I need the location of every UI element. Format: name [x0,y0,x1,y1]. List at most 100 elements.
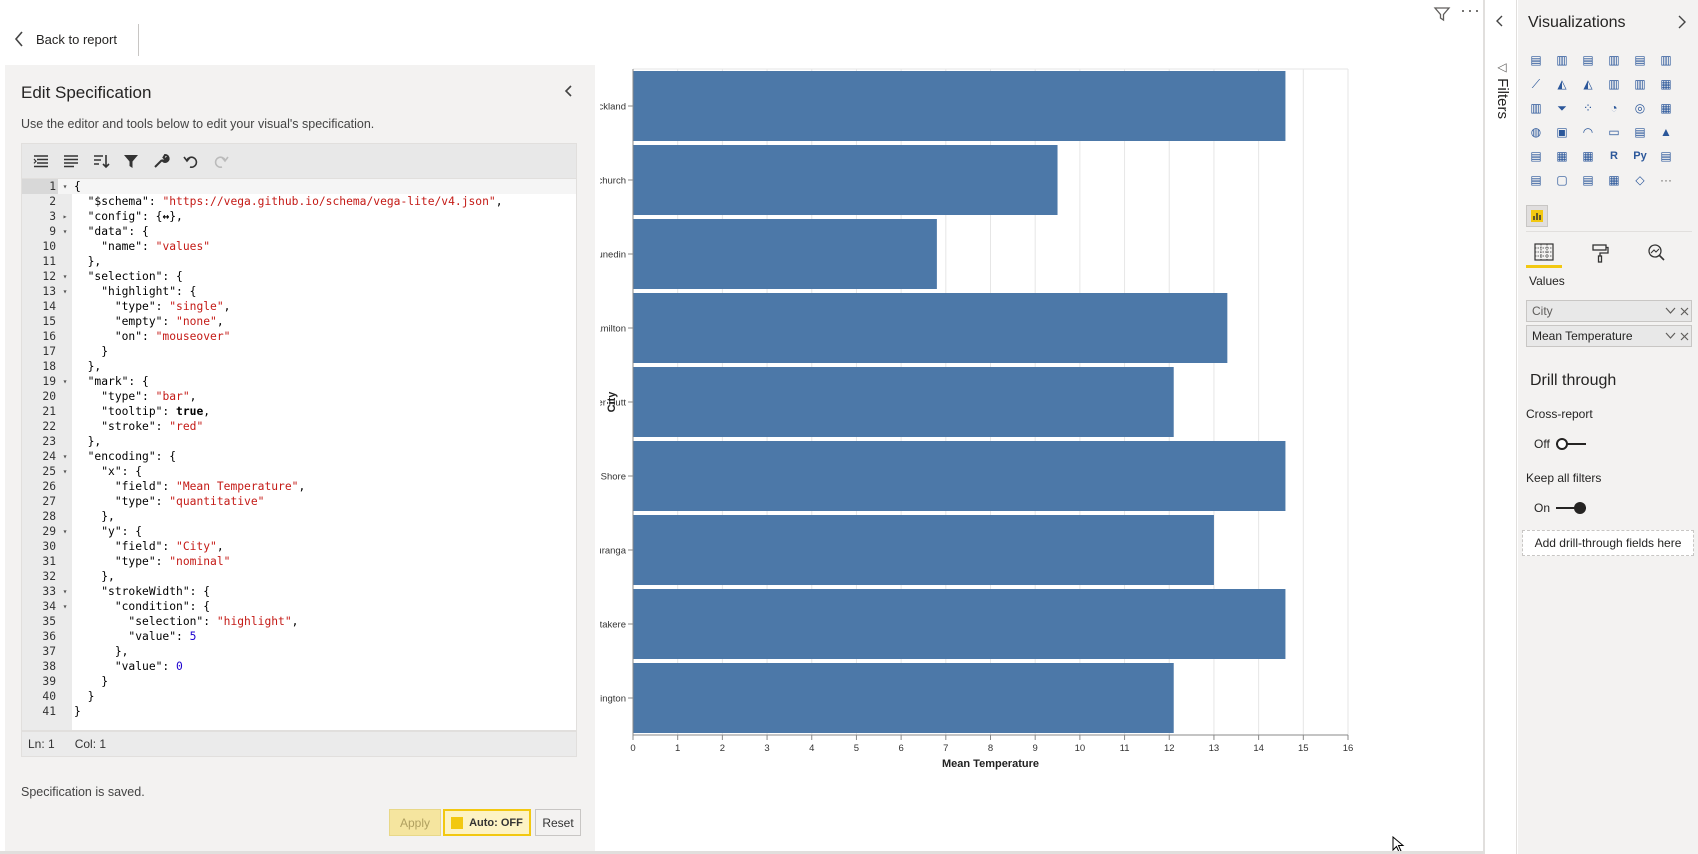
code-line[interactable]: 38 "value": 0 [22,659,576,674]
more-options-icon[interactable]: ··· [1460,0,1481,20]
multi-card-icon[interactable]: ▤ [1634,125,1646,139]
code-line[interactable]: 9 ▾ "data": { [22,224,576,239]
remove-field-icon[interactable] [1677,329,1691,343]
fold-toggle-icon[interactable]: ▾ [62,287,68,296]
clustered-bar-icon[interactable]: ▤ [1582,53,1594,67]
r-visual-icon[interactable]: R [1610,150,1618,162]
fold-toggle-icon[interactable]: ▾ [62,527,68,536]
filled-map-icon[interactable]: ▣ [1556,125,1568,139]
code-line[interactable]: 34 ▾ "condition": { [22,599,576,614]
line-icon[interactable]: ⟋ [1531,76,1541,91]
pie-icon[interactable]: ◔ [1610,101,1618,115]
code-line[interactable]: 33 ▾ "strokeWidth": { [22,584,576,599]
treemap-icon[interactable]: ▦ [1660,101,1672,115]
code-line[interactable]: 27 "type": "quantitative" [22,494,576,509]
more-visuals-icon[interactable]: ··· [1660,173,1672,187]
code-line[interactable]: 39 } [22,674,576,689]
filters-pane-collapsed[interactable]: ◁ Filters [1485,0,1517,854]
filters-pane-label[interactable]: ◁ Filters [1491,60,1511,119]
paginated-icon[interactable]: ▦ [1608,173,1620,187]
code-line[interactable]: 18 }, [22,359,576,374]
code-line[interactable]: 23 }, [22,434,576,449]
fold-toggle-icon[interactable]: ▾ [62,602,68,611]
back-to-report-button[interactable]: Back to report [14,26,117,52]
code-line[interactable]: 16 "on": "mouseover" [22,329,576,344]
fold-toggle-icon[interactable]: ▾ [62,452,68,461]
deneb-visual-icon[interactable] [1526,205,1548,227]
code-line[interactable]: 29 ▾ "y": { [22,524,576,539]
area-icon[interactable]: ◭ [1557,77,1567,91]
code-line[interactable]: 12 ▾ "selection": { [22,269,576,284]
fold-toggle-icon[interactable]: ▸ [62,212,68,221]
qa-icon[interactable]: ▢ [1556,173,1568,187]
waterfall-icon[interactable]: ▥ [1530,101,1542,115]
code-line[interactable]: 36 "value": 5 [22,629,576,644]
code-line[interactable]: 31 "type": "nominal" [22,554,576,569]
100-bar-icon[interactable]: ▤ [1634,53,1646,67]
code-line[interactable]: 13 ▾ "highlight": { [22,284,576,299]
redo-icon[interactable] [212,152,230,170]
remove-field-icon[interactable] [1677,304,1691,318]
code-line[interactable]: 3 ▸ "config": {↔}, [22,209,576,224]
fold-toggle-icon[interactable]: ▾ [62,467,68,476]
python-visual-icon[interactable]: Py [1633,150,1647,162]
code-line[interactable]: 28 }, [22,509,576,524]
toggle-switch-off[interactable] [1555,438,1586,450]
kpi-icon[interactable]: ▲ [1660,125,1672,139]
toggle-switch-on[interactable] [1556,502,1587,514]
code-line[interactable]: 1 ▾ { [22,179,576,194]
matrix-icon[interactable]: ▦ [1582,149,1594,163]
auto-apply-toggle-button[interactable]: Auto: OFF [443,809,531,836]
filter-transform-icon[interactable] [122,152,140,170]
code-line[interactable]: 11 }, [22,254,576,269]
code-line[interactable]: 17 } [22,344,576,359]
stacked-bar-icon[interactable]: ▤ [1530,53,1542,67]
funnel-icon[interactable]: ⏷ [1557,100,1567,115]
code-line[interactable]: 20 "type": "bar", [22,389,576,404]
line-clustered-icon[interactable]: ▥ [1634,77,1646,91]
power-apps-icon[interactable]: ◇ [1635,173,1645,187]
fold-toggle-icon[interactable]: ▾ [62,182,68,191]
code-line[interactable]: 24 ▾ "encoding": { [22,449,576,464]
code-line[interactable]: 32 }, [22,569,576,584]
table-icon[interactable]: ▦ [1556,149,1568,163]
narrative-icon[interactable]: ▤ [1582,173,1594,187]
donut-icon[interactable]: ◎ [1634,101,1646,115]
sort-icon[interactable] [92,152,110,170]
undo-icon[interactable] [182,152,200,170]
fold-toggle-icon[interactable]: ▾ [62,587,68,596]
code-line[interactable]: 25 ▾ "x": { [22,464,576,479]
fold-toggle-icon[interactable]: ▾ [62,377,68,386]
code-line[interactable]: 26 "field": "Mean Temperature", [22,479,576,494]
code-line[interactable]: 19 ▾ "mark": { [22,374,576,389]
code-lines[interactable]: 1 ▾ {2 "$schema": "https://vega.github.io/… [22,179,576,719]
chevron-down-icon[interactable] [1663,304,1677,318]
code-line[interactable]: 30 "field": "City", [22,539,576,554]
format-json-icon[interactable] [32,152,50,170]
code-line[interactable]: 41} [22,704,576,719]
code-line[interactable]: 15 "empty": "none", [22,314,576,329]
cross-report-toggle[interactable]: Off [1534,437,1586,451]
tab-format[interactable] [1582,238,1618,268]
code-line[interactable]: 40 } [22,689,576,704]
json-code-editor[interactable]: 1 ▾ {2 "$schema": "https://vega.github.io/… [21,179,577,731]
line-column-icon[interactable]: ▥ [1608,77,1620,91]
map-icon[interactable]: ◍ [1530,125,1542,139]
compact-json-icon[interactable] [62,152,80,170]
fold-toggle-icon[interactable]: ▾ [62,227,68,236]
slicer-icon[interactable]: ▤ [1530,149,1542,163]
reset-button[interactable]: Reset [535,809,581,836]
collapse-editor-icon[interactable] [561,83,577,99]
repair-wrench-icon[interactable] [152,152,170,170]
code-line[interactable]: 10 "name": "values" [22,239,576,254]
scatter-icon[interactable]: ⁘ [1582,101,1594,115]
card-icon[interactable]: ▭ [1608,125,1620,139]
chevron-right-icon[interactable] [1676,15,1688,29]
code-line[interactable]: 37 }, [22,644,576,659]
keep-all-filters-toggle[interactable]: On [1534,501,1587,515]
code-line[interactable]: 21 "tooltip": true, [22,404,576,419]
gauge-icon[interactable]: ◠ [1582,125,1594,139]
apply-button[interactable]: Apply [389,809,441,836]
decomposition-icon[interactable]: ▤ [1530,173,1542,187]
filter-icon[interactable] [1432,4,1452,24]
